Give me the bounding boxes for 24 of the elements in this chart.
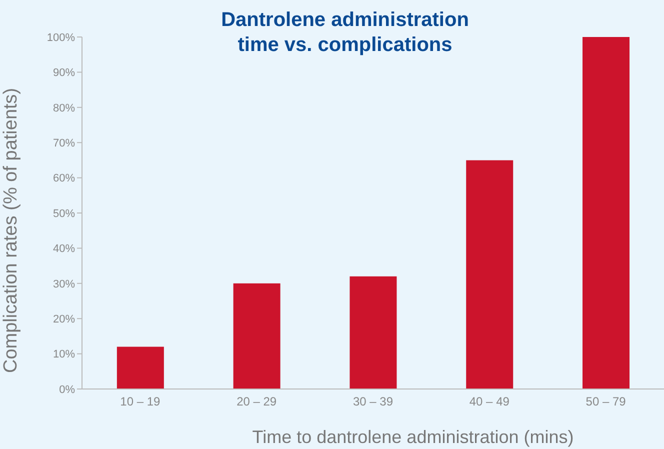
chart-title: Dantrolene administration time vs. complications (220, 8, 470, 58)
y-tick-label: 80% (52, 102, 76, 114)
y-tick-label: 30% (52, 278, 76, 290)
x-axis-title: Time to dantrolene administration (mins) (252, 427, 574, 447)
y-tick-label: 40% (52, 243, 76, 256)
x-tick-label: 30 – 39 (352, 394, 394, 409)
x-tick-label: 40 – 49 (469, 394, 510, 409)
y-tick-label: 50% (52, 208, 76, 220)
x-tick-label: 20 – 29 (236, 394, 277, 409)
y-tick-label: 100% (46, 32, 76, 44)
bar (350, 276, 397, 389)
y-tick-label: 10% (52, 348, 76, 361)
y-tick-label: 0% (59, 384, 76, 396)
y-tick-label: 90% (52, 67, 76, 80)
x-tick-label: 10 – 19 (120, 394, 161, 409)
y-tick-label: 70% (52, 138, 76, 150)
bar (233, 283, 280, 389)
x-tick-label: 50 – 79 (586, 394, 626, 409)
y-tick-label: 20% (52, 314, 76, 326)
bar (116, 346, 164, 389)
bar (582, 37, 630, 389)
y-tick-label: 60% (52, 172, 76, 185)
y-axis-title: Complication rates (% of patients) (0, 88, 22, 373)
bar (466, 160, 514, 389)
